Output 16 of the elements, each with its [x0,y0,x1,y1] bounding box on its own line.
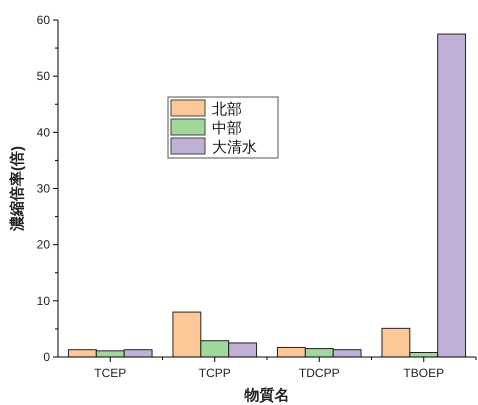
legend-label: 中部 [212,120,242,137]
y-tick-label: 40 [36,125,50,140]
x-tick-label: TCEP [94,366,126,380]
y-axis-title: 濃縮倍率(倍) [8,146,26,232]
y-tick-label: 20 [36,238,50,252]
legend-label: 大清水 [212,139,257,156]
y-tick-label: 50 [36,69,50,84]
x-tick-label: TBOEP [403,366,444,380]
x-tick-label: TCPP [198,366,231,380]
legend-label: 北部 [212,101,242,118]
y-tick-label: 60 [36,13,50,27]
x-axis-title: 物質名 [244,386,290,404]
y-tick-label: 30 [36,182,50,196]
y-tick-label: 0 [43,350,50,364]
y-tick-label: 10 [36,294,50,308]
x-tick-label: TDCPP [298,366,340,380]
